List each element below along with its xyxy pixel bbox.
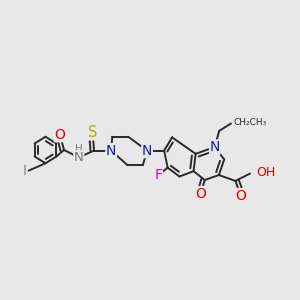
- Text: O: O: [55, 128, 65, 142]
- Text: CH₂CH₃: CH₂CH₃: [234, 118, 267, 127]
- Text: S: S: [88, 125, 97, 140]
- Text: OH: OH: [256, 167, 276, 179]
- Text: N: N: [106, 144, 116, 158]
- Text: N: N: [74, 151, 84, 164]
- Text: F: F: [154, 168, 162, 182]
- Text: N: N: [210, 140, 220, 154]
- Text: O: O: [235, 189, 246, 202]
- Text: H: H: [75, 144, 82, 154]
- Text: I: I: [22, 164, 26, 178]
- Text: N: N: [142, 144, 152, 158]
- Text: O: O: [195, 187, 206, 201]
